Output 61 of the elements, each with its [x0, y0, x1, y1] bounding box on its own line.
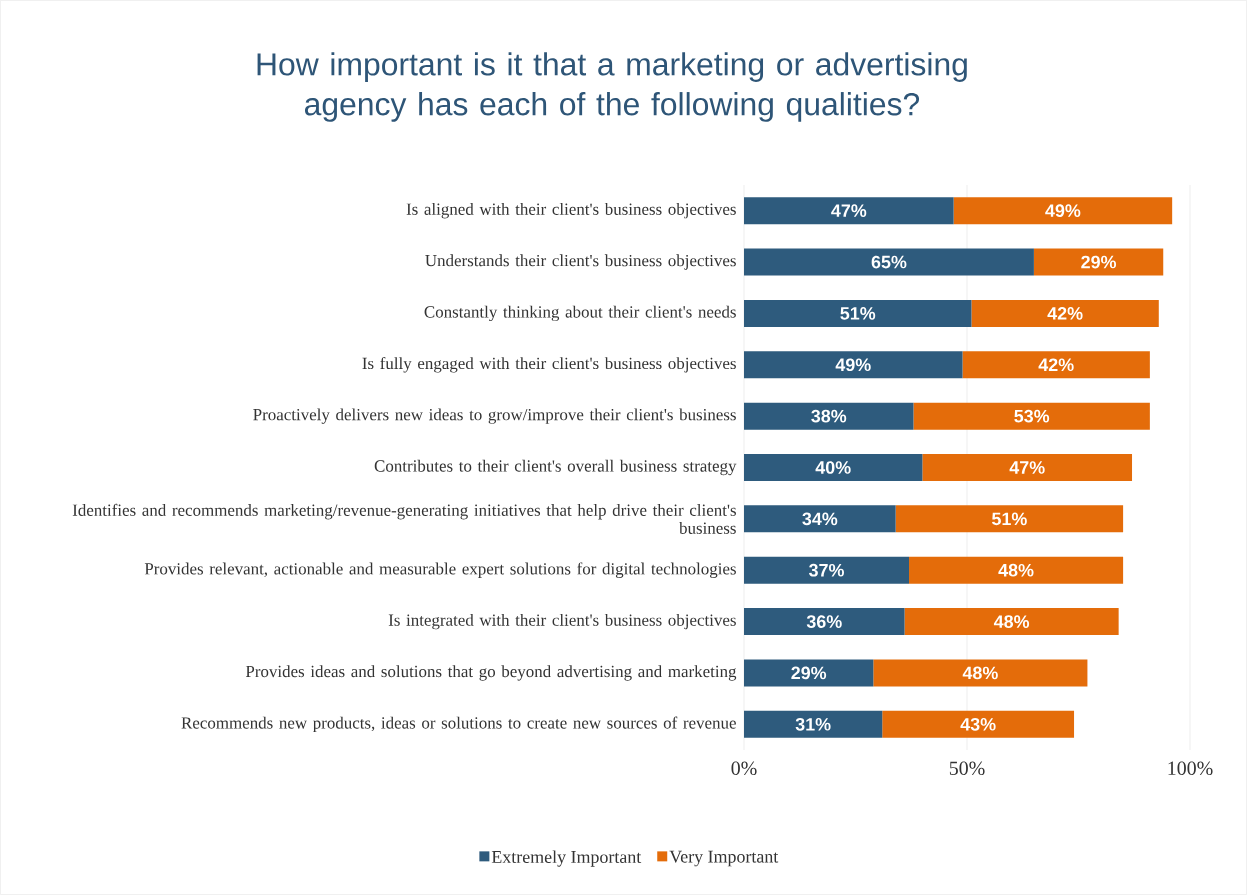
y-tick-label: Is integrated with their client's business objectives: [388, 613, 736, 630]
bar: [909, 556, 1124, 584]
y-tick-label: Understands their client's business objectives: [425, 254, 736, 270]
bar: [1033, 248, 1164, 276]
y-tick-label: Proactively delivers new ideas to grow/improve their client's business: [253, 408, 736, 424]
data-label: 47%: [831, 204, 867, 217]
bar: [744, 710, 883, 738]
bar: [873, 659, 1088, 687]
bar: [744, 299, 972, 327]
bar: [895, 505, 1124, 533]
bar: [744, 659, 874, 687]
bar: [744, 608, 905, 636]
data-label: 37%: [808, 563, 844, 577]
data-label: 53%: [1014, 409, 1050, 423]
chart-title: How important is it that a marketing or advertising agency has each of the following qualities?: [257, 52, 967, 122]
bar: [744, 505, 896, 533]
x-tick-label: 100%: [1168, 761, 1213, 776]
bar: [744, 197, 954, 225]
data-label: 29%: [791, 666, 827, 680]
bar: [953, 197, 1173, 225]
bar: [744, 351, 963, 379]
y-tick-label: Is fully engaged with their client's business objectives: [362, 356, 736, 373]
bar: [971, 299, 1159, 327]
bar: [904, 608, 1119, 636]
data-label: 43%: [960, 717, 996, 731]
bar: [744, 248, 1034, 276]
data-label: 49%: [1045, 204, 1081, 218]
data-label: 31%: [795, 717, 831, 731]
data-label: 51%: [991, 512, 1027, 526]
y-tick-label: Recommends new products, ideas or solutions to create new sources of revenue: [181, 716, 736, 733]
bar: [922, 454, 1133, 481]
data-label: 48%: [962, 666, 998, 680]
y-tick-label: Constantly thinking about their client's needs: [424, 305, 736, 322]
bar: [913, 402, 1150, 430]
bar: [744, 556, 910, 584]
legend-label: Extremely Important: [491, 850, 642, 867]
data-label: 48%: [998, 563, 1034, 577]
data-label: 65%: [871, 255, 907, 269]
legend-label: Very Important: [669, 850, 779, 867]
data-label: 38%: [811, 409, 847, 423]
data-label: 49%: [835, 358, 871, 372]
bar: [744, 454, 923, 481]
data-label: 47%: [1009, 461, 1045, 474]
data-label: 40%: [815, 461, 851, 474]
x-tick-label: 0%: [731, 761, 757, 776]
y-tick-label: Provides ideas and solutions that go beyond advertising and marketing: [245, 665, 737, 681]
bar: [744, 402, 914, 430]
data-label: 42%: [1047, 307, 1083, 320]
data-label: 36%: [806, 615, 842, 628]
data-label: 42%: [1038, 358, 1074, 372]
data-label: 48%: [993, 615, 1030, 628]
bar: [882, 710, 1075, 738]
data-label: 51%: [840, 307, 876, 320]
x-tick-label: 50%: [949, 761, 985, 776]
y-tick-label: Is aligned with their client's business objectives: [406, 202, 736, 219]
y-tick-label: Identifies and recommends marketing/revenue-generating initiatives that help drive their client's business: [72, 503, 736, 534]
bar: [962, 351, 1150, 379]
y-tick-label: Contributes to their client's overall business strategy: [374, 459, 737, 476]
data-label: 29%: [1081, 255, 1117, 269]
y-tick-label: Provides relevant, actionable and measurable expert solutions for digital technologies: [144, 562, 736, 579]
data-label: 34%: [802, 512, 838, 526]
